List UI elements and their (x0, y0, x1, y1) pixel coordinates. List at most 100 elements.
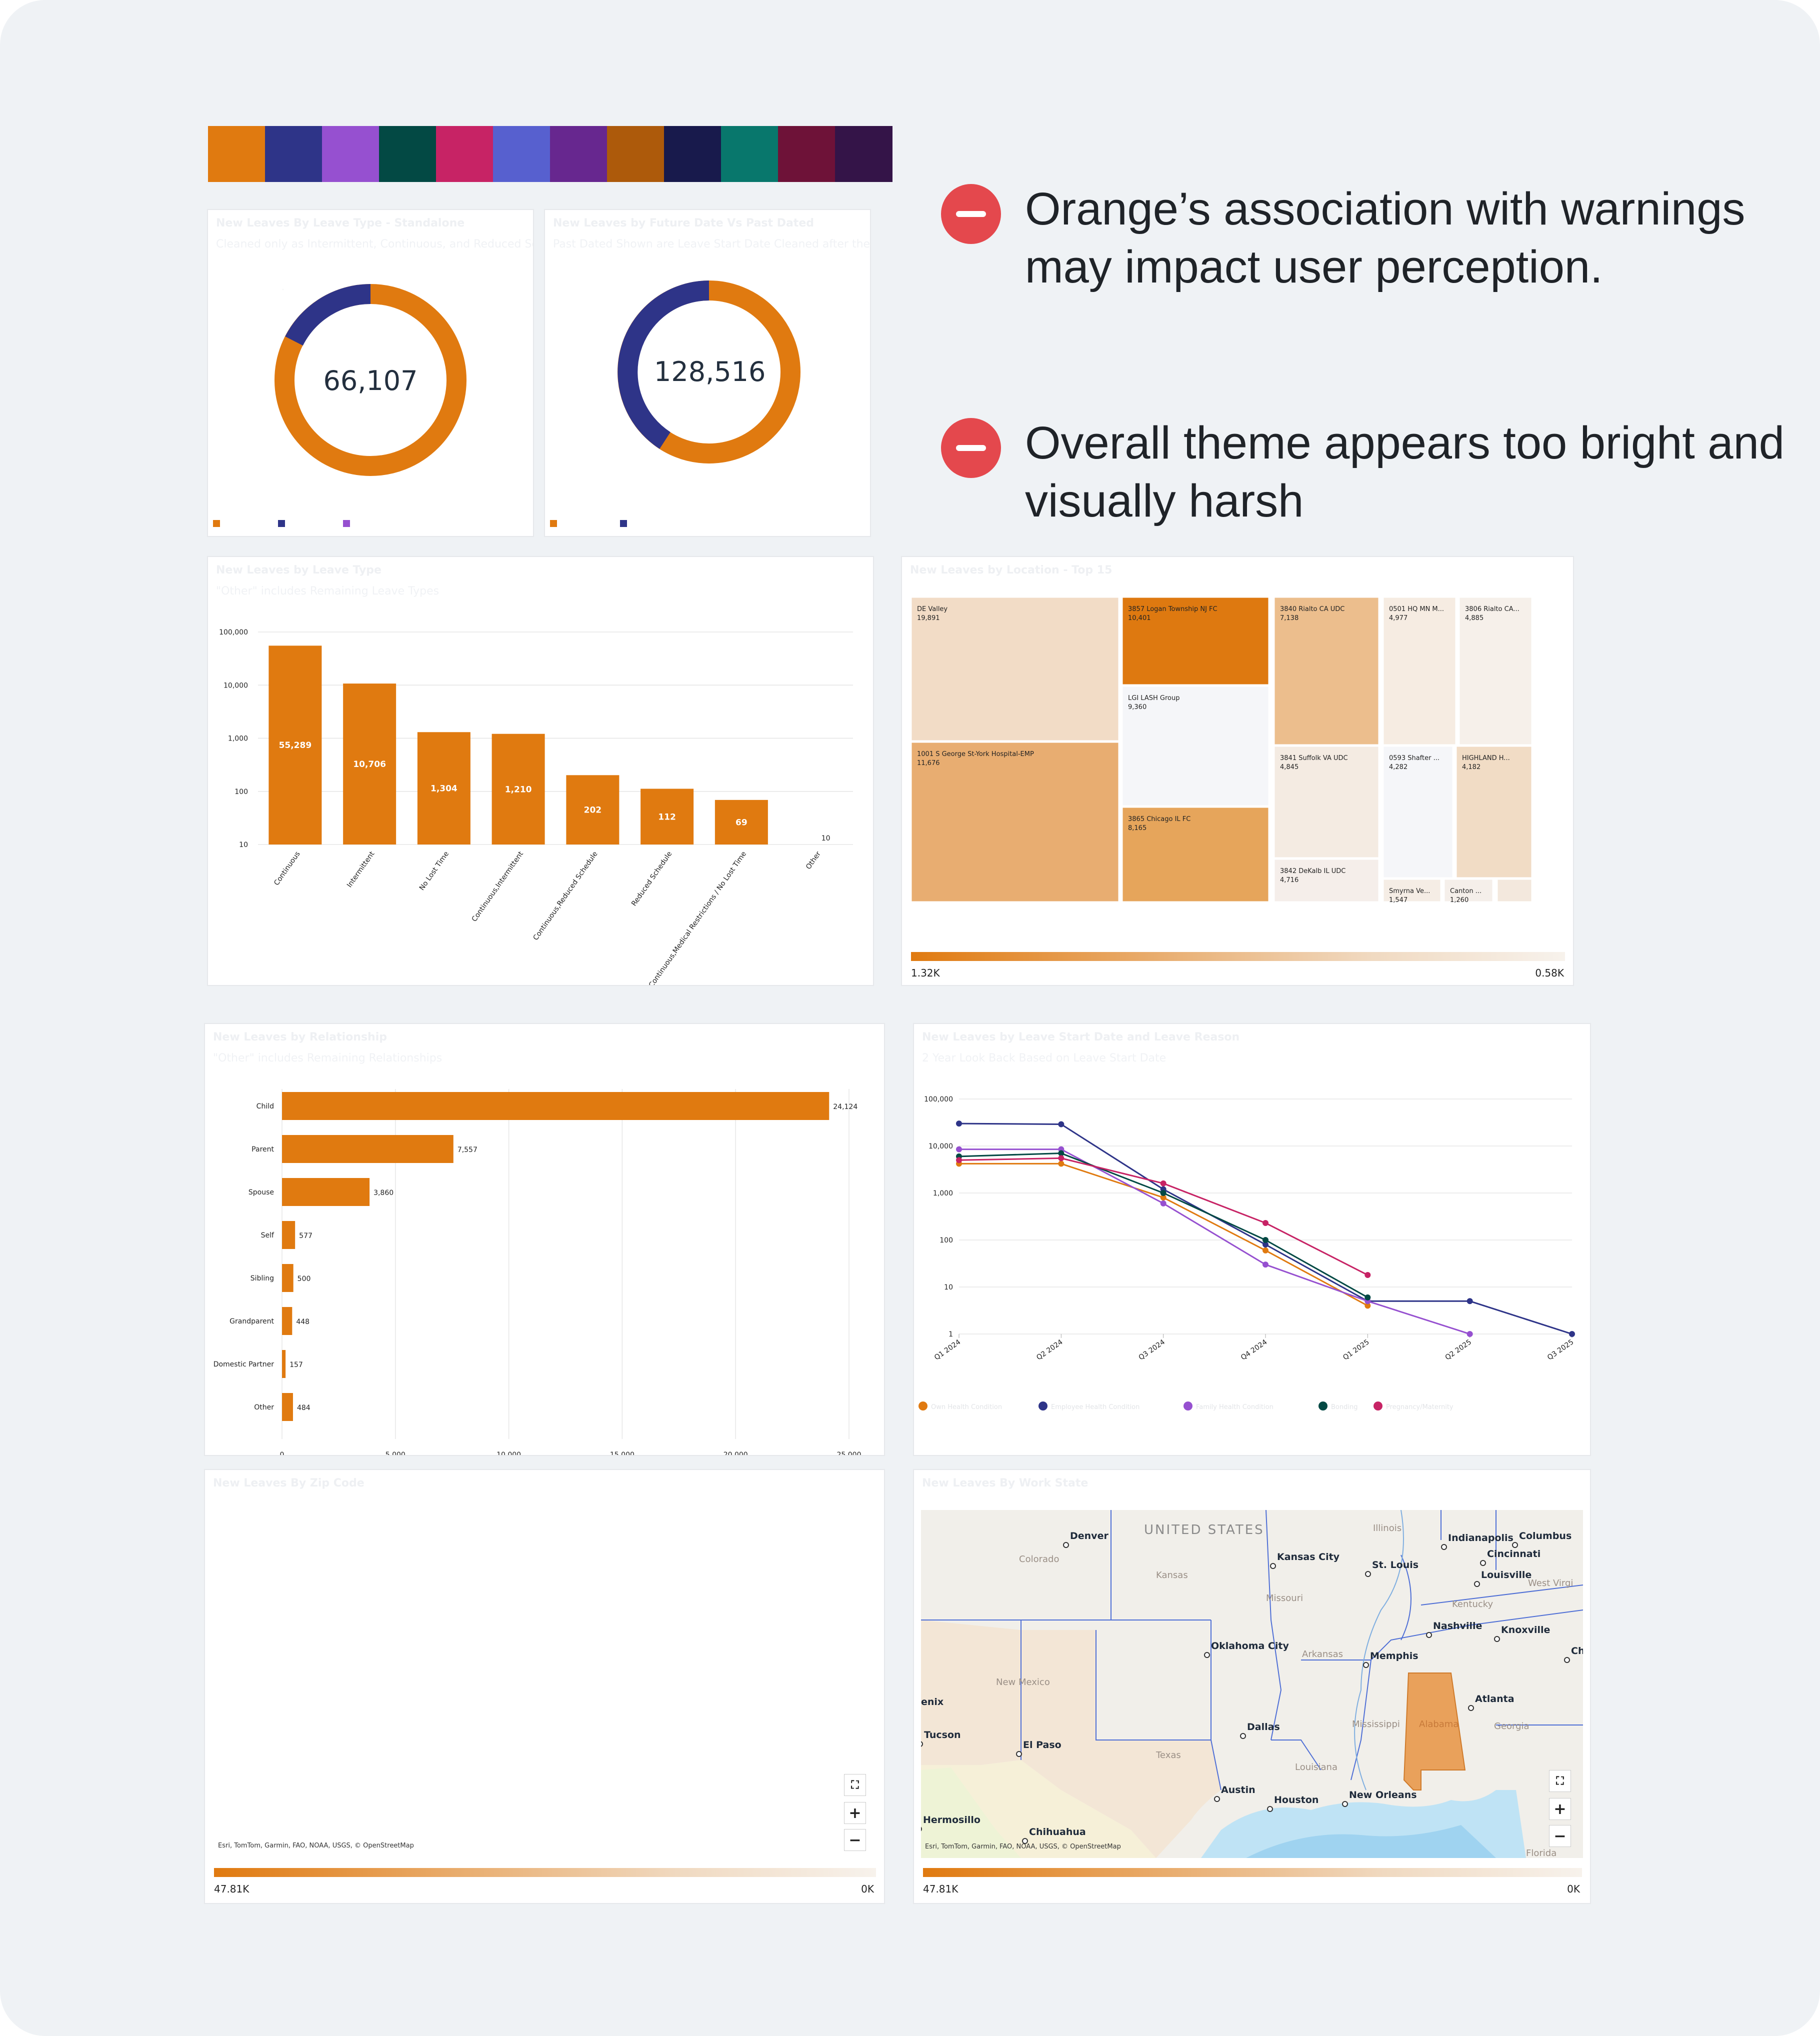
alabama-state (1403, 1672, 1466, 1790)
palette-swatch (322, 126, 380, 182)
treemap-cell (910, 596, 1120, 742)
series-point (1262, 1262, 1268, 1268)
bar-value-label: 24,124 (833, 1103, 858, 1111)
treemap-cell-value: 4,182 (1462, 764, 1480, 771)
city-marker (1022, 1838, 1028, 1844)
panel-relationship-bars: New Leaves by Relationship "Other" inclu… (204, 1023, 885, 1456)
palette-swatch (379, 126, 436, 182)
bar-value-label: 157 (290, 1361, 303, 1369)
newmexico-region (921, 1620, 1021, 1765)
city-label: St. Louis (1372, 1560, 1418, 1570)
panel-subtitle: Past Dated Shown are Leave Start Date Cl… (553, 238, 870, 250)
city-marker (1512, 1542, 1518, 1548)
panel-zip-code-map: New Leaves By Zip Code ⛶ + − Esri, TomTo… (204, 1469, 885, 1904)
bar (282, 1350, 286, 1378)
treemap-cell (1496, 878, 1533, 903)
city-label: Houston (1274, 1794, 1318, 1806)
bar (282, 1393, 293, 1421)
series-point (1364, 1272, 1371, 1278)
series-line (958, 1122, 1572, 1335)
scale-max-label: 47.81K (923, 1883, 958, 1895)
relationship-bar-chart: 0 5,000 10,000 15,000 20,000 25,000 Child 24,12… (214, 1089, 862, 1456)
zoom-in-button[interactable]: + (844, 1802, 866, 1824)
city-label: Tucson (924, 1730, 961, 1740)
palette-swatch (265, 126, 322, 182)
treemap-cell-name: 3857 Logan Township NJ FC (1128, 606, 1218, 613)
bar (492, 734, 545, 844)
x-tick-label: Continuous,Reduced Schedule (532, 850, 599, 942)
city-label: Ch (1571, 1646, 1583, 1656)
scale-min-label: 0K (1567, 1883, 1580, 1895)
color-scale-bar (911, 952, 1565, 961)
scale-min-label: 0K (861, 1883, 874, 1895)
fullscreen-button[interactable]: ⛶ (1549, 1770, 1571, 1792)
treemap-cell-name: Smyrna Ve... (1389, 888, 1430, 895)
state-label: Florida (1526, 1848, 1556, 1858)
treemap-cell-value: 11,676 (917, 760, 940, 767)
palette-swatch (778, 126, 836, 182)
state-label: Mississippi (1352, 1719, 1400, 1730)
series-point (1058, 1160, 1064, 1167)
legend-marker (1184, 1402, 1192, 1410)
y-tick-label: 100,000 (924, 1096, 953, 1104)
zoom-out-button[interactable]: − (844, 1829, 866, 1851)
x-tick-label: 0 (280, 1451, 284, 1456)
treemap-cell-value: 1,260 (1450, 896, 1468, 904)
palette-swatch (835, 126, 892, 182)
series-point (1364, 1294, 1371, 1300)
treemap-cell (1382, 745, 1454, 879)
treemap-cell-value: 19,891 (917, 614, 940, 622)
zoom-out-button[interactable]: − (1549, 1825, 1571, 1847)
y-tick-label: Self (261, 1232, 274, 1240)
x-tick-label: Q2 2024 (1035, 1338, 1064, 1362)
city-marker (1270, 1563, 1276, 1569)
state-label: Illinois (1373, 1523, 1402, 1534)
panel-title: New Leaves by Future Date Vs Past Dated (553, 217, 814, 230)
y-tick-label: 1,000 (228, 735, 248, 743)
bar-value-label: 577 (299, 1232, 312, 1240)
y-tick-label: 10 (239, 841, 248, 849)
series-point (956, 1157, 962, 1164)
treemap-cell (1121, 806, 1270, 903)
treemap-cell-name: 1001 S George St-York Hospital-EMP (917, 750, 1034, 758)
treemap-cell-name: 0501 HQ MN M... (1389, 606, 1444, 613)
city-marker (1204, 1652, 1210, 1658)
minus-circle-icon (941, 418, 1001, 478)
city-label: Chihuahua (1029, 1826, 1086, 1838)
bar-value-label: 69 (736, 818, 748, 828)
series-point (1262, 1220, 1268, 1226)
treemap-cell-name: 3841 Suffolk VA UDC (1280, 754, 1348, 762)
legend-label: Bonding (1331, 1404, 1358, 1411)
x-tick-label: Reduced Schedule (630, 850, 674, 908)
y-tick-label: Child (256, 1102, 274, 1110)
series-point (1160, 1194, 1166, 1201)
scale-min-label: 0.58K (1535, 967, 1564, 979)
treemap-cell-name: DE Valley (917, 606, 948, 613)
panel-subtitle: Cleaned only as Intermittent, Continuous… (216, 238, 533, 250)
city-label: Cincinnati (1487, 1548, 1540, 1560)
city-marker (1365, 1571, 1371, 1577)
state-label: Kentucky (1452, 1599, 1494, 1610)
fullscreen-button[interactable]: ⛶ (844, 1774, 866, 1796)
bar (268, 646, 322, 844)
x-tick-label: Continuous (272, 850, 302, 887)
y-tick-label: Parent (252, 1146, 274, 1154)
work-state-map[interactable]: UNITED STATES Denver Kansas City St. Louis I… (921, 1510, 1583, 1858)
map-attribution: Esri, TomTom, Garmin, FAO, NOAA, USGS, ©… (925, 1843, 1121, 1850)
city-marker (921, 1826, 922, 1832)
leave-type-bar-chart: 100,000 10,000 1,000 100 10 55,289 Continuous 1… (219, 628, 853, 985)
bar-value-label: 112 (658, 812, 676, 822)
zoom-in-button[interactable]: + (1549, 1798, 1571, 1820)
treemap-cell (1455, 745, 1533, 879)
series-point (1262, 1242, 1268, 1248)
y-tick-label: 1 (948, 1330, 953, 1338)
x-tick-label: Q3 2024 (1138, 1338, 1166, 1362)
city-marker (1342, 1801, 1348, 1807)
treemap-cell (1382, 878, 1442, 903)
bar-value-label: 1,304 (430, 784, 458, 794)
start-date-line-chart: 100,000 10,000 1,000 100 10 1Q1 2024 Q2 2024 Q3… (918, 1096, 1575, 1411)
treemap-cell (1121, 596, 1270, 686)
treemap-cell (1443, 878, 1494, 903)
treemap-cell-name: Canton ... (1450, 888, 1482, 895)
legend-marker (918, 1402, 928, 1410)
